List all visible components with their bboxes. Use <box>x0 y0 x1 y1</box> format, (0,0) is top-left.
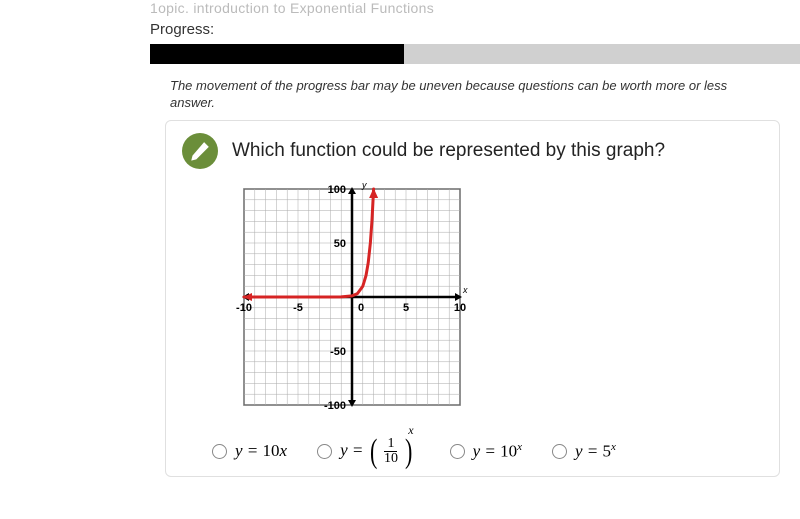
svg-text:-50: -50 <box>330 346 346 358</box>
option-b[interactable]: y = (110)x <box>317 437 420 466</box>
svg-text:5: 5 <box>403 302 409 314</box>
pencil-icon <box>182 133 218 169</box>
option-c-label: y = 10x <box>473 441 522 462</box>
progress-label: Progress: <box>150 21 800 38</box>
option-d[interactable]: y = 5x <box>552 441 616 462</box>
question-text: Which function could be represented by t… <box>232 140 665 162</box>
answer-options: y = 10x y = (110)x y = 10x y = 5x <box>212 437 763 466</box>
option-a[interactable]: y = 10x <box>212 441 287 461</box>
option-a-label: y = 10x <box>235 441 287 461</box>
topic-line: 1opic. introduction to Exponential Funct… <box>0 0 800 21</box>
svg-text:10: 10 <box>454 302 466 314</box>
progress-section: Progress: <box>0 21 800 72</box>
svg-text:-100: -100 <box>324 400 346 412</box>
question-card: Which function could be represented by t… <box>165 120 780 477</box>
graph: -10-50510-100-5050100yx <box>232 177 763 422</box>
option-d-label: y = 5x <box>575 441 616 462</box>
radio-a[interactable] <box>212 444 227 459</box>
option-c[interactable]: y = 10x <box>450 441 522 462</box>
svg-text:50: 50 <box>334 238 346 250</box>
radio-b[interactable] <box>317 444 332 459</box>
svg-text:x: x <box>462 285 468 295</box>
progress-bar-fill <box>150 44 404 64</box>
svg-text:-5: -5 <box>293 302 303 314</box>
question-header: Which function could be represented by t… <box>182 133 763 169</box>
svg-text:0: 0 <box>358 302 364 314</box>
topic-cutoff: 1opic. introduction to Exponential Funct… <box>150 0 434 16</box>
progress-bar <box>150 44 800 64</box>
svg-text:-10: -10 <box>236 302 252 314</box>
svg-text:100: 100 <box>328 184 346 196</box>
chart-svg: -10-50510-100-5050100yx <box>232 177 472 417</box>
svg-text:y: y <box>361 180 367 190</box>
radio-c[interactable] <box>450 444 465 459</box>
radio-d[interactable] <box>552 444 567 459</box>
page-container: 1opic. introduction to Exponential Funct… <box>0 0 800 477</box>
option-b-label: y = (110)x <box>340 437 420 466</box>
progress-note: The movement of the progress bar may be … <box>0 72 800 120</box>
